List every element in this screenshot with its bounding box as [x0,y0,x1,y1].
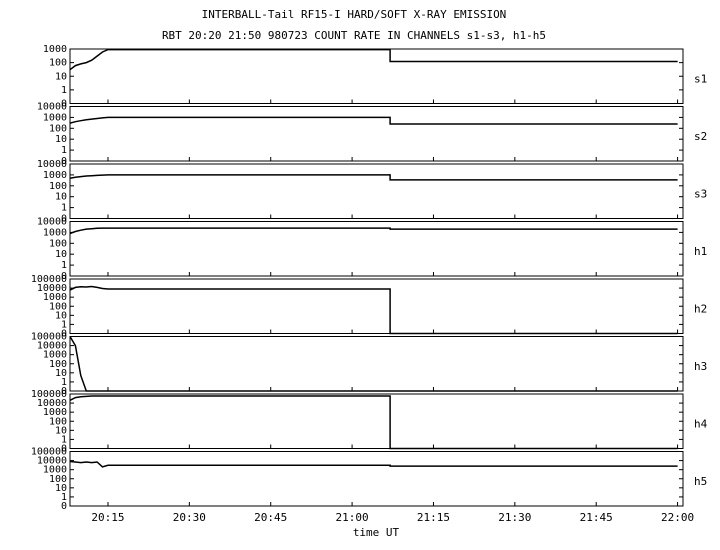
y-tick-label: 0 [61,214,67,225]
panel-label: h4 [694,417,708,430]
x-tick-label: 22:00 [661,511,694,524]
x-axis-label: time UT [353,526,400,539]
panel-frame [69,221,684,277]
panel-label: s1 [694,72,707,85]
y-tick-label: 1000 [43,292,67,303]
series-line [69,395,678,450]
y-tick-label: 0 [61,329,67,340]
y-tick-label: 1 [61,434,67,445]
y-tick-label: 100 [49,301,67,312]
y-tick-label: 10 [55,425,67,436]
y-tick-label: 100000 [31,389,67,400]
y-tick-label: 100 [49,416,67,427]
chart-subtitle: RBT 20:20 21:50 980723 COUNT RATE IN CHA… [162,29,546,42]
panel-label: s3 [694,187,707,200]
series-line [69,116,678,125]
series-line [69,174,678,181]
y-tick-label: 0 [61,156,67,167]
panel-label: s2 [694,130,707,143]
y-tick-label: 10000 [37,398,67,409]
y-tick-label: 100 [49,123,67,134]
panel-label: h5 [694,475,707,488]
y-tick-label: 100 [49,474,67,485]
y-tick-label: 100 [49,238,67,249]
y-tick-label: 10000 [37,217,67,228]
y-tick-label: 10 [55,368,67,379]
y-tick-label: 100000 [31,447,67,458]
y-tick-label: 100 [49,58,67,69]
y-tick-label: 10 [55,483,67,494]
y-tick-label: 1000 [43,407,67,418]
y-tick-label: 0 [61,501,67,512]
panel-label: h3 [694,360,707,373]
y-tick-label: 0 [61,271,67,282]
x-tick-label: 20:15 [91,511,124,524]
series-line [69,48,678,71]
x-tick-label: 21:00 [336,511,369,524]
y-tick-label: 1000 [43,112,67,123]
y-tick-label: 100 [49,359,67,370]
y-tick-label: 1000 [43,227,67,238]
x-tick-label: 21:15 [417,511,450,524]
y-tick-label: 10 [55,134,67,145]
series-line [69,460,678,468]
y-tick-label: 1000 [43,44,67,55]
panel-frame [69,336,684,392]
y-tick-label: 100 [49,181,67,192]
chart-title: INTERBALL-Tail RF15-I HARD/SOFT X-RAY EM… [202,8,507,21]
y-tick-label: 1000 [43,170,67,181]
y-tick-label: 1000 [43,350,67,361]
y-tick-label: 1 [61,377,67,388]
x-tick-label: 20:45 [254,511,287,524]
panel-frame [69,106,684,162]
y-tick-label: 10000 [37,102,67,113]
panel-frame [69,393,684,449]
x-tick-label: 21:30 [498,511,531,524]
series-line [69,285,678,335]
y-tick-label: 10 [55,192,67,203]
panel-label: h1 [694,245,707,258]
y-tick-label: 0 [61,444,67,455]
series-line [69,227,678,235]
y-tick-label: 10 [55,310,67,321]
y-tick-label: 1 [61,492,67,503]
panel-frame [69,451,684,507]
y-tick-label: 0 [61,99,67,110]
y-tick-label: 10000 [37,341,67,352]
panel-frame [69,278,684,334]
y-tick-label: 100000 [31,332,67,343]
panel-frame [69,48,684,104]
y-tick-label: 1 [61,85,67,96]
y-tick-label: 1 [61,203,67,214]
y-tick-label: 100000 [31,274,67,285]
y-tick-label: 10000 [37,456,67,467]
y-tick-label: 10 [55,71,67,82]
y-tick-label: 10 [55,249,67,260]
panel-frame [69,163,684,219]
y-tick-label: 1 [61,319,67,330]
x-tick-label: 21:45 [580,511,613,524]
y-tick-label: 10000 [37,159,67,170]
y-tick-label: 1000 [43,465,67,476]
y-tick-label: 1 [61,260,67,271]
x-tick-label: 20:30 [173,511,206,524]
y-tick-label: 10000 [37,283,67,294]
y-tick-label: 1 [61,145,67,156]
y-tick-label: 0 [61,386,67,397]
panel-label: h2 [694,302,707,315]
series-line [69,336,678,392]
